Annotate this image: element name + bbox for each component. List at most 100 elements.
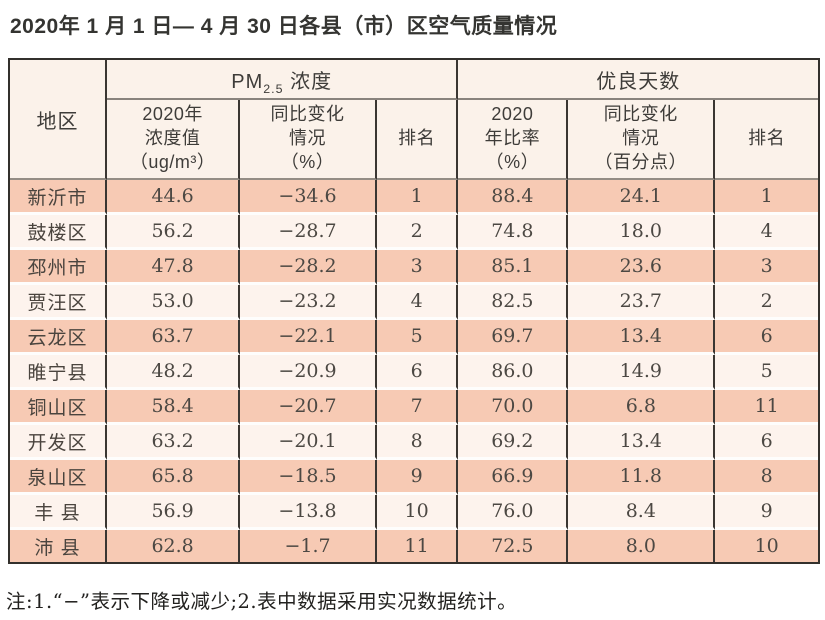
region-cell: 丰 县 bbox=[10, 495, 107, 530]
value-cell: 9 bbox=[715, 495, 818, 530]
table-row: 铜山区 58.4 −20.7 7 70.0 6.8 11 bbox=[10, 390, 818, 425]
table-header: 地区 PM2.5 浓度 优良天数 2020年 浓度值 （ug/m³） 同比变化 … bbox=[10, 60, 818, 180]
value-cell: 1 bbox=[715, 180, 818, 215]
value-cell: −23.2 bbox=[240, 285, 377, 320]
region-cell: 泉山区 bbox=[10, 460, 107, 495]
value-cell: 1 bbox=[376, 180, 459, 215]
value-cell: 3 bbox=[715, 250, 818, 285]
value-cell: 65.8 bbox=[106, 460, 241, 495]
value-cell: 69.2 bbox=[458, 425, 569, 460]
table-row: 贾汪区 53.0 −23.2 4 82.5 23.7 2 bbox=[10, 285, 818, 320]
value-cell: 2 bbox=[715, 285, 818, 320]
value-cell: 2 bbox=[376, 215, 459, 250]
column-header-good-ratio: 2020 年比率 （%） bbox=[458, 100, 569, 180]
value-cell: 14.9 bbox=[568, 355, 716, 390]
value-cell: 4 bbox=[715, 215, 818, 250]
region-cell: 云龙区 bbox=[10, 320, 107, 355]
page-title: 2020年 1 月 1 日— 4 月 30 日各县（市）区空气质量情况 bbox=[10, 15, 558, 38]
table-row: 鼓楼区 56.2 −28.7 2 74.8 18.0 4 bbox=[10, 215, 818, 250]
region-cell: 沛 县 bbox=[10, 530, 107, 562]
air-quality-table-grid: 地区 PM2.5 浓度 优良天数 2020年 浓度值 （ug/m³） 同比变化 … bbox=[10, 60, 818, 562]
value-cell: 86.0 bbox=[458, 355, 569, 390]
value-cell: 3 bbox=[376, 250, 459, 285]
table-row: 泉山区 65.8 −18.5 9 66.9 11.8 8 bbox=[10, 460, 818, 495]
value-cell: 53.0 bbox=[106, 285, 241, 320]
value-cell: 58.4 bbox=[106, 390, 241, 425]
column-header-good-change: 同比变化 情况 （百分点） bbox=[568, 100, 716, 180]
value-cell: 62.8 bbox=[106, 530, 241, 562]
value-cell: 10 bbox=[376, 495, 459, 530]
group-header-good-days: 优良天数 bbox=[458, 60, 818, 100]
value-cell: 13.4 bbox=[568, 320, 716, 355]
value-cell: 63.7 bbox=[106, 320, 241, 355]
value-cell: −20.1 bbox=[240, 425, 377, 460]
value-cell: 11 bbox=[715, 390, 818, 425]
value-cell: 23.6 bbox=[568, 250, 716, 285]
value-cell: −20.9 bbox=[240, 355, 377, 390]
value-cell: −13.8 bbox=[240, 495, 377, 530]
value-cell: 8.4 bbox=[568, 495, 716, 530]
value-cell: 85.1 bbox=[458, 250, 569, 285]
value-cell: 56.9 bbox=[106, 495, 241, 530]
value-cell: 18.0 bbox=[568, 215, 716, 250]
region-cell: 开发区 bbox=[10, 425, 107, 460]
value-cell: 63.2 bbox=[106, 425, 241, 460]
table-row: 邳州市 47.8 −28.2 3 85.1 23.6 3 bbox=[10, 250, 818, 285]
value-cell: −28.2 bbox=[240, 250, 377, 285]
pm-label-suffix: 浓度 bbox=[283, 70, 333, 93]
region-cell: 贾汪区 bbox=[10, 285, 107, 320]
value-cell: 8 bbox=[715, 460, 818, 495]
value-cell: 44.6 bbox=[106, 180, 241, 215]
table-row: 开发区 63.2 −20.1 8 69.2 13.4 6 bbox=[10, 425, 818, 460]
group-header-pm25-concentration: PM2.5 浓度 bbox=[106, 60, 459, 100]
value-cell: −22.1 bbox=[240, 320, 377, 355]
table-row: 丰 县 56.9 −13.8 10 76.0 8.4 9 bbox=[10, 495, 818, 530]
value-cell: 74.8 bbox=[458, 215, 569, 250]
column-header-pm-change: 同比变化 情况 （%） bbox=[240, 100, 377, 180]
value-cell: 70.0 bbox=[458, 390, 569, 425]
value-cell: 11.8 bbox=[568, 460, 716, 495]
value-cell: 23.7 bbox=[568, 285, 716, 320]
value-cell: 13.4 bbox=[568, 425, 716, 460]
value-cell: 56.2 bbox=[106, 215, 241, 250]
air-quality-table: 地区 PM2.5 浓度 优良天数 2020年 浓度值 （ug/m³） 同比变化 … bbox=[8, 58, 820, 564]
value-cell: 4 bbox=[376, 285, 459, 320]
region-cell: 邳州市 bbox=[10, 250, 107, 285]
value-cell: 69.7 bbox=[458, 320, 569, 355]
value-cell: 11 bbox=[376, 530, 459, 562]
value-cell: 88.4 bbox=[458, 180, 569, 215]
pm-label-prefix: PM bbox=[231, 70, 264, 93]
region-cell: 新沂市 bbox=[10, 180, 107, 215]
value-cell: 6 bbox=[715, 425, 818, 460]
region-cell: 睢宁县 bbox=[10, 355, 107, 390]
value-cell: −28.7 bbox=[240, 215, 377, 250]
footnote: 注:1.“−”表示下降或减少;2.表中数据采用实况数据统计。 bbox=[6, 590, 518, 613]
table-body: 新沂市 44.6 −34.6 1 88.4 24.1 1 鼓楼区 56.2 −28.7 2 74.8 1… bbox=[10, 180, 818, 562]
value-cell: 10 bbox=[715, 530, 818, 562]
column-header-good-rank: 排名 bbox=[715, 100, 818, 180]
value-cell: −1.7 bbox=[240, 530, 377, 562]
value-cell: 48.2 bbox=[106, 355, 241, 390]
value-cell: 24.1 bbox=[568, 180, 716, 215]
value-cell: 72.5 bbox=[458, 530, 569, 562]
value-cell: 8.0 bbox=[568, 530, 716, 562]
region-cell: 铜山区 bbox=[10, 390, 107, 425]
column-header-region: 地区 bbox=[10, 60, 107, 180]
value-cell: 8 bbox=[376, 425, 459, 460]
table-row: 新沂市 44.6 −34.6 1 88.4 24.1 1 bbox=[10, 180, 818, 215]
value-cell: 6.8 bbox=[568, 390, 716, 425]
value-cell: 5 bbox=[376, 320, 459, 355]
value-cell: −34.6 bbox=[240, 180, 377, 215]
region-cell: 鼓楼区 bbox=[10, 215, 107, 250]
value-cell: −18.5 bbox=[240, 460, 377, 495]
value-cell: 6 bbox=[376, 355, 459, 390]
value-cell: 6 bbox=[715, 320, 818, 355]
value-cell: 66.9 bbox=[458, 460, 569, 495]
value-cell: 5 bbox=[715, 355, 818, 390]
value-cell: −20.7 bbox=[240, 390, 377, 425]
value-cell: 9 bbox=[376, 460, 459, 495]
value-cell: 7 bbox=[376, 390, 459, 425]
value-cell: 76.0 bbox=[458, 495, 569, 530]
column-header-pm-value: 2020年 浓度值 （ug/m³） bbox=[106, 100, 241, 180]
